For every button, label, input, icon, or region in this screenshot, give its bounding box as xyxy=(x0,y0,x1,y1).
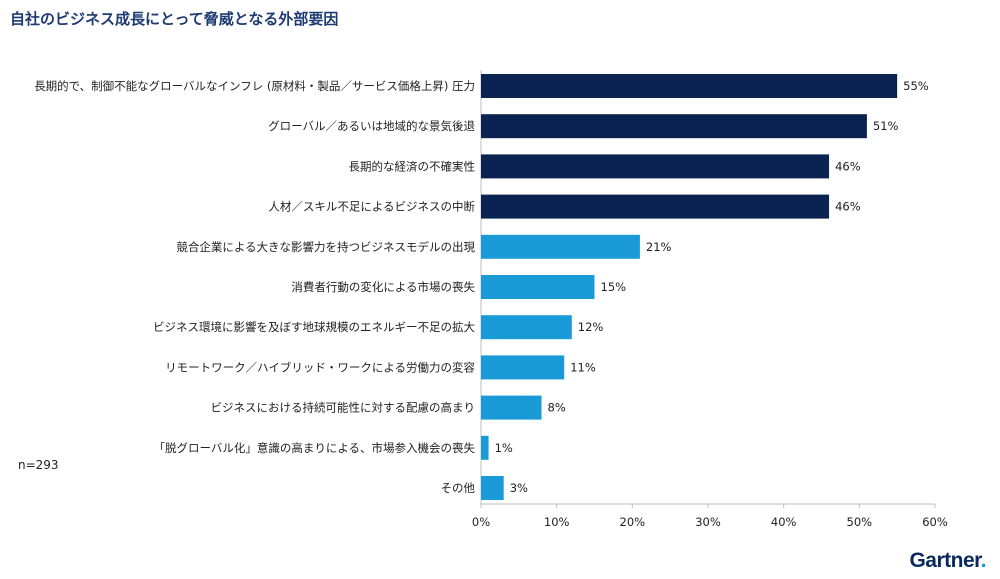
bar xyxy=(481,234,640,259)
category-label: 競合企業による大きな影響力を持つビジネスモデルの出現 xyxy=(176,240,475,254)
bar xyxy=(481,315,572,340)
x-tick-label: 60% xyxy=(922,515,948,529)
x-tick-label: 20% xyxy=(620,515,646,529)
category-label: 人材／スキル不足によるビジネスの中断 xyxy=(268,200,475,214)
data-label: 8% xyxy=(548,401,566,415)
x-tick-label: 50% xyxy=(847,515,873,529)
bar xyxy=(481,275,595,299)
category-label: グローバル／あるいは地域的な景気後退 xyxy=(268,119,475,133)
bar xyxy=(481,74,898,98)
data-label: 46% xyxy=(835,200,861,214)
data-label: 11% xyxy=(570,360,596,374)
data-label: 46% xyxy=(835,159,861,173)
bar xyxy=(481,194,830,219)
x-tick-label: 0% xyxy=(472,515,490,529)
brand-name: Gartner xyxy=(909,549,981,572)
x-tick-label: 40% xyxy=(771,515,797,529)
bar xyxy=(481,476,504,500)
category-label: ビジネス環境に影響を及ぼす地球規模のエネルギー不足の拡大 xyxy=(153,320,475,334)
brand-dot: . xyxy=(980,549,987,572)
x-tick-label: 30% xyxy=(695,515,721,529)
bar xyxy=(481,154,830,179)
data-label: 1% xyxy=(495,441,513,455)
bar xyxy=(481,435,489,460)
data-label: 21% xyxy=(646,240,672,254)
category-label: 消費者行動の変化による市場の喪失 xyxy=(291,280,475,294)
category-label: その他 xyxy=(441,481,476,495)
data-label: 3% xyxy=(510,481,528,495)
bar xyxy=(481,395,542,420)
gartner-logo: Gartner. xyxy=(909,549,986,573)
category-label: 長期的な経済の不確実性 xyxy=(349,159,476,173)
category-label: 「脱グローバル化」意識の高まりによる、市場参入機会の喪失 xyxy=(153,441,475,455)
x-tick-label: 10% xyxy=(544,515,570,529)
bar xyxy=(481,355,565,380)
data-label: 51% xyxy=(873,119,899,133)
sample-size-note: n=293 xyxy=(18,458,59,472)
chart-title: 自社のビジネス成長にとって脅威となる外部要因 xyxy=(10,10,339,28)
data-label: 55% xyxy=(903,79,929,93)
data-label: 12% xyxy=(578,320,604,334)
category-label: リモートワーク／ハイブリッド・ワークによる労働力の変容 xyxy=(165,360,475,374)
category-label: 長期的で、制御不能なグローバルなインフレ (原材料・製品／サービス価格上昇) 圧… xyxy=(34,79,475,93)
category-label: ビジネスにおける持続可能性に対する配慮の高まり xyxy=(211,401,476,415)
bar xyxy=(481,114,867,139)
data-label: 15% xyxy=(601,280,627,294)
